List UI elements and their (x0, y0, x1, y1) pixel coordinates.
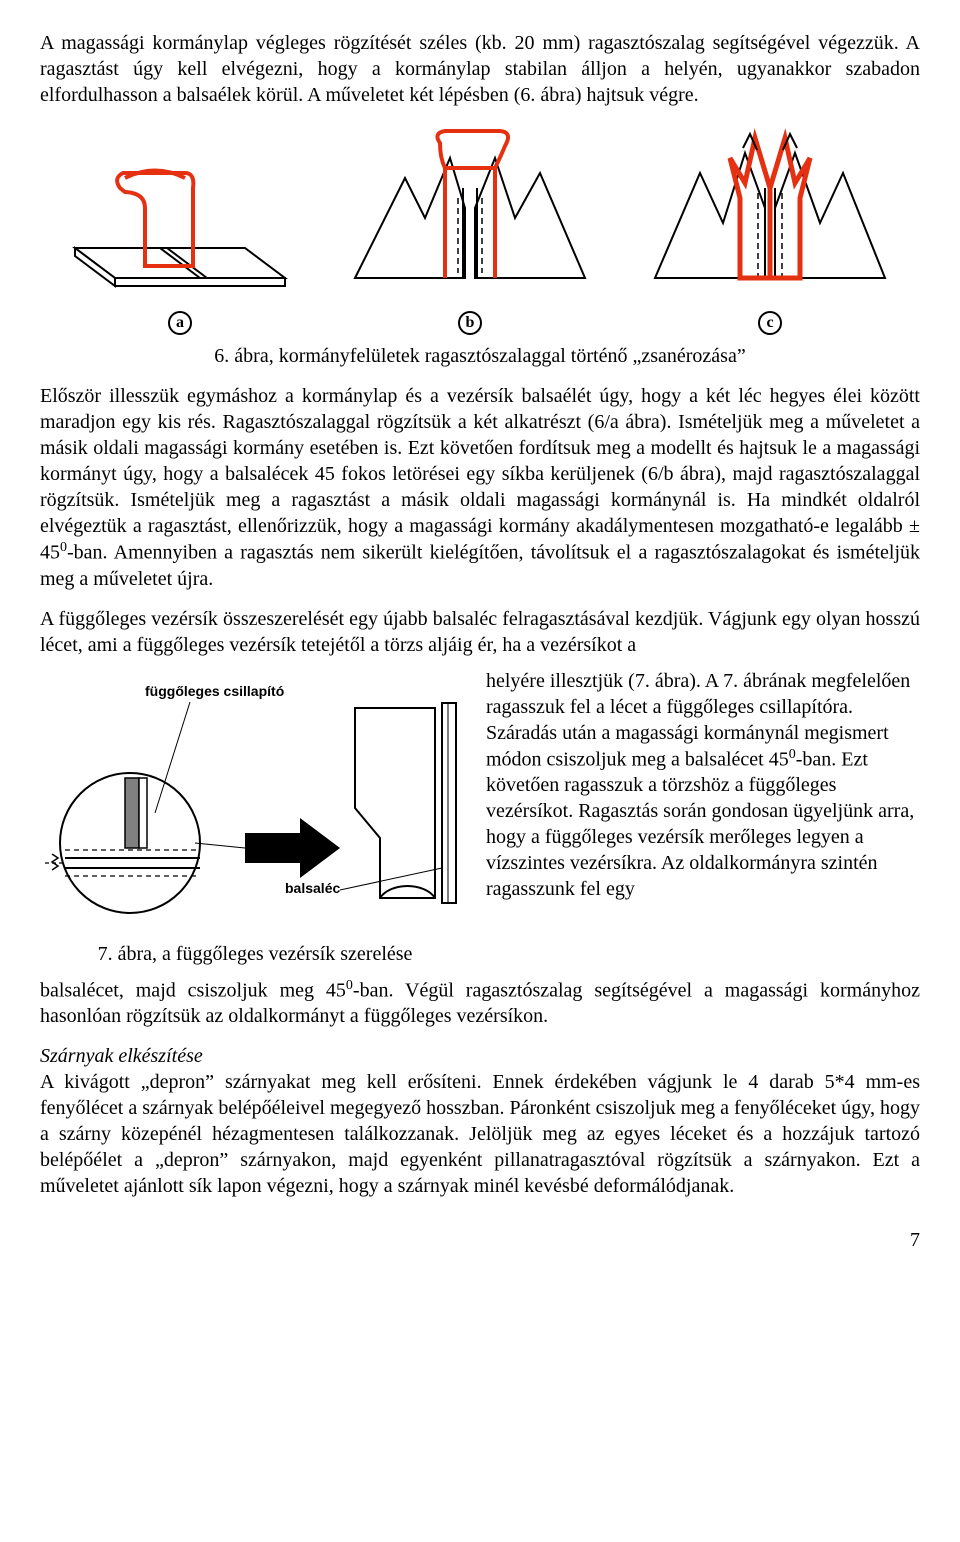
degree-sup-3: 0 (346, 978, 353, 993)
fig7-right-text2: -ban. Ezt követően ragasszuk a törzshöz … (486, 748, 914, 900)
figure-6c-label: c (758, 311, 782, 335)
figure-7-left: függőleges csillapító (40, 668, 470, 967)
middle-text-2: -ban. Amennyiben a ragasztás nem sikerül… (40, 542, 920, 590)
figure-6-caption: 6. ábra, kormányfelületek ragasztószalag… (40, 343, 920, 369)
figure-6c: c (645, 128, 895, 335)
figure-7-svg: függőleges csillapító (40, 668, 470, 928)
figure-6-row: a b (40, 128, 920, 335)
figure-6b-svg (345, 128, 595, 298)
wings-section: Szárnyak elkészítése A kivágott „depron”… (40, 1043, 920, 1199)
figure-7-right-text: helyére illesztjük (7. ábra). A 7. ábrán… (486, 668, 920, 903)
after-fig7-paragraph: balsalécet, majd csiszoljuk meg 450-ban.… (40, 977, 920, 1030)
middle-text-1: Először illesszük egymáshoz a kormánylap… (40, 385, 920, 564)
figure-6a-svg (65, 148, 295, 298)
wings-section-body: A kivágott „depron” szárnyakat meg kell … (40, 1071, 920, 1197)
figure-6c-svg (645, 128, 895, 298)
svg-text:függőleges csillapító: függőleges csillapító (145, 683, 284, 699)
figure-7-block: függőleges csillapító (40, 668, 920, 967)
middle-paragraph: Először illesszük egymáshoz a kormánylap… (40, 383, 920, 592)
intro-paragraph: A magassági kormánylap végleges rögzítés… (40, 30, 920, 108)
fig7-intro-paragraph: A függőleges vezérsík összeszerelését eg… (40, 606, 920, 658)
page-number: 7 (40, 1227, 920, 1253)
figure-7-caption: 7. ábra, a függőleges vezérsík szerelése (40, 941, 470, 967)
degree-sup-1: 0 (60, 540, 67, 555)
figure-6b-label: b (458, 311, 482, 335)
svg-text:balsaléc: balsaléc (285, 880, 340, 896)
figure-6a: a (65, 148, 295, 335)
wings-section-title: Szárnyak elkészítése (40, 1045, 203, 1067)
figure-6b: b (345, 128, 595, 335)
degree-sup-2: 0 (789, 747, 796, 762)
after-fig7-text1: balsalécet, majd csiszoljuk meg 45 (40, 979, 346, 1001)
figure-6a-label: a (168, 311, 192, 335)
